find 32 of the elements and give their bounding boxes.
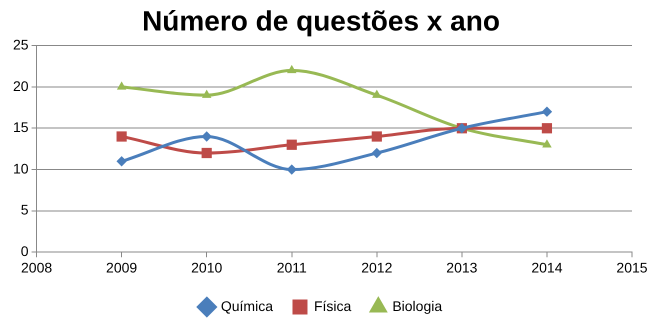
- y-tick-label: 0: [20, 243, 29, 260]
- x-tick-label: 2008: [20, 259, 52, 276]
- point: [286, 164, 297, 175]
- y-tick-label: 20: [12, 78, 29, 94]
- point: [372, 148, 382, 158]
- x-tick-label: 2014: [531, 259, 563, 276]
- y-tick-label: 5: [20, 202, 29, 218]
- x-tick-label: 2011: [276, 259, 308, 276]
- chart-title: Número de questões x ano: [142, 6, 500, 37]
- x-tick-label: 2009: [106, 259, 138, 276]
- point: [287, 65, 296, 74]
- x-tick-label: 2012: [361, 259, 393, 276]
- y-tick-label: 15: [12, 119, 29, 136]
- legend-label: Física: [314, 298, 352, 314]
- point: [202, 148, 212, 158]
- x-tick-label: 2013: [446, 259, 478, 276]
- y-tick-label: 25: [12, 36, 29, 52]
- point: [202, 132, 212, 142]
- point: [542, 123, 552, 134]
- point: [116, 131, 127, 142]
- point: [202, 90, 212, 98]
- point: [542, 106, 552, 117]
- point: [372, 131, 382, 142]
- point: [117, 82, 126, 90]
- x-tick-label: 2010: [191, 259, 222, 276]
- legend-label: Química: [220, 298, 274, 314]
- point: [542, 140, 552, 148]
- point: [286, 140, 297, 150]
- x-tick-label: 2015: [616, 259, 648, 276]
- y-tick-label: 10: [12, 160, 29, 176]
- point: [116, 156, 127, 166]
- legend-label: Biologia: [392, 298, 442, 314]
